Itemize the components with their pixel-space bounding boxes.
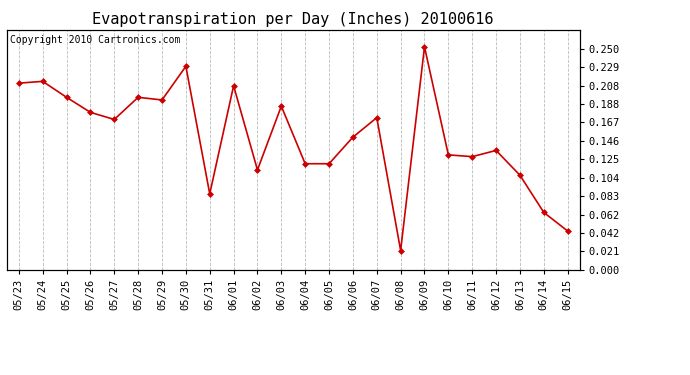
Title: Evapotranspiration per Day (Inches) 20100616: Evapotranspiration per Day (Inches) 2010… <box>92 12 494 27</box>
Text: Copyright 2010 Cartronics.com: Copyright 2010 Cartronics.com <box>10 35 180 45</box>
